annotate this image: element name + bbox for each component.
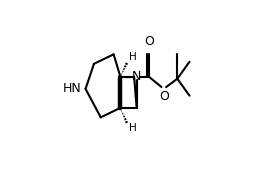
Text: HN: HN: [63, 82, 82, 95]
Text: N: N: [132, 70, 141, 83]
Text: O: O: [144, 34, 154, 48]
Text: H: H: [129, 52, 137, 62]
Text: O: O: [159, 90, 169, 103]
Text: H: H: [129, 123, 137, 133]
